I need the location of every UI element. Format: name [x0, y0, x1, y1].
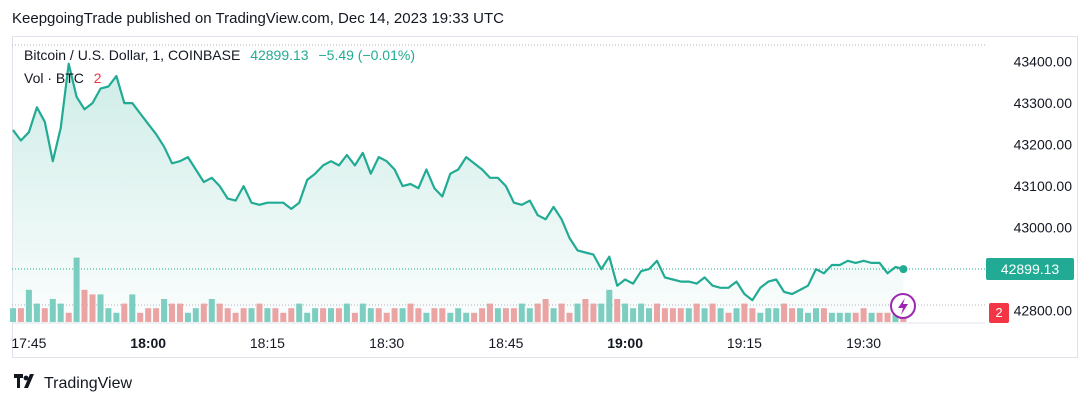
footer-brand[interactable]: TradingView: [14, 374, 132, 393]
volume-label: Vol · BTC: [24, 70, 84, 86]
x-tick-label: 18:15: [250, 335, 285, 351]
tradingview-logo-icon: [14, 374, 38, 393]
symbol-legend[interactable]: Bitcoin / U.S. Dollar, 1, COINBASE 42899…: [24, 47, 415, 63]
x-tick-label: 19:30: [846, 335, 881, 351]
last-price-tag: 42899.13: [986, 258, 1074, 280]
y-tick-label: 43100.00: [1014, 178, 1073, 194]
x-tick-label: 19:15: [727, 335, 762, 351]
volume-value: 2: [93, 70, 102, 86]
y-tick-label: 42800.00: [1014, 303, 1073, 319]
price-change-value: −5.49 (−0.01%): [318, 47, 415, 63]
y-tick-label: 43000.00: [1014, 220, 1073, 236]
y-tick-label: 43400.00: [1014, 54, 1073, 70]
y-tick-label: 43300.00: [1014, 95, 1073, 111]
price-area: [13, 63, 904, 322]
symbol-title: Bitcoin / U.S. Dollar, 1, COINBASE: [24, 47, 241, 63]
x-tick-label: 18:30: [369, 335, 404, 351]
last-price-value: 42899.13: [250, 47, 309, 63]
volume-legend[interactable]: Vol · BTC 2: [24, 70, 102, 86]
x-tick-label: 18:00: [130, 335, 166, 351]
volume-tag: 2: [989, 303, 1009, 323]
chart-frame[interactable]: [12, 36, 1078, 358]
flash-icon[interactable]: [890, 293, 916, 319]
last-price-dot: [899, 265, 908, 274]
x-tick-label: 17:45: [11, 335, 46, 351]
x-tick-label: 19:00: [607, 335, 643, 351]
x-tick-label: 18:45: [488, 335, 523, 351]
published-header: KeepgoingTrade published on TradingView.…: [12, 10, 504, 27]
y-tick-label: 43200.00: [1014, 137, 1073, 153]
price-line: [12, 62, 904, 302]
brand-name: TradingView: [44, 374, 133, 392]
